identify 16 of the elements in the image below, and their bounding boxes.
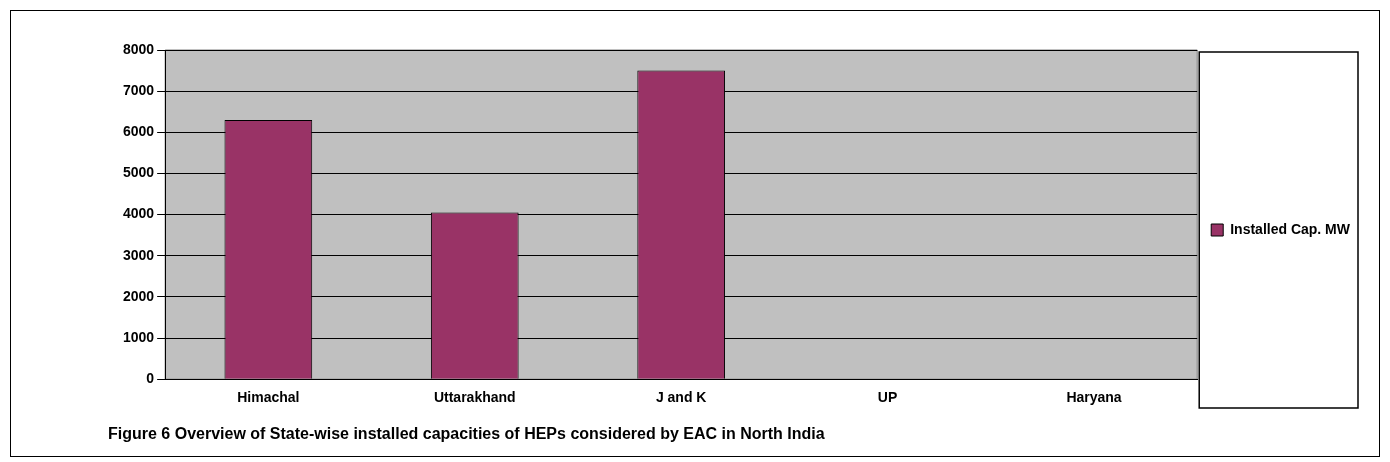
y-tick-label: 0 (146, 370, 155, 387)
y-tick-label: 5000 (122, 164, 155, 181)
legend-label: Installed Cap. MW (1230, 220, 1351, 237)
y-tick-label: 6000 (122, 123, 155, 140)
y-tick-label: 8000 (122, 40, 155, 57)
y-tick-label: 3000 (122, 246, 155, 263)
x-tick-label: J and K (655, 389, 707, 406)
x-tick-label: Uttarakhand (433, 389, 516, 406)
y-tick-label: 2000 (122, 287, 155, 304)
x-tick-label: Himachal (237, 389, 300, 406)
caption: Figure 6 Overview of State-wise installed capacities of HEPs considered by EAC in North India (108, 425, 825, 443)
y-tick-label: 7000 (122, 82, 155, 99)
x-tick-label: Haryana (1066, 389, 1122, 406)
y-tick-label: 4000 (122, 205, 155, 222)
y-tick-label: 1000 (122, 328, 155, 345)
x-tick-label: UP (877, 389, 898, 406)
